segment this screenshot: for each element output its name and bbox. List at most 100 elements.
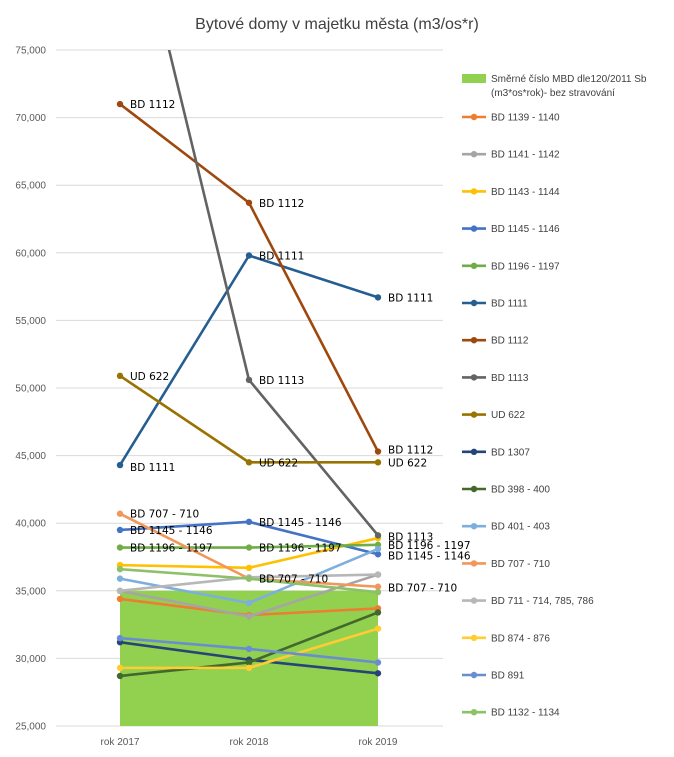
data-point <box>116 664 124 672</box>
legend-item: BD 1145 - 1146 <box>462 224 560 235</box>
legend-swatch-marker <box>470 151 478 158</box>
data-point <box>374 609 382 616</box>
data-point <box>116 100 124 108</box>
legend-swatch-marker <box>470 374 478 381</box>
data-point <box>245 459 253 466</box>
series-bd-1111 <box>116 252 382 469</box>
series-bd-1113 <box>167 50 382 539</box>
legend-item: BD 398 - 400 <box>462 485 550 496</box>
series-bd-1196-1197 <box>116 541 382 551</box>
data-label: UD 622 <box>259 457 298 469</box>
legend-label: BD 1307 <box>491 447 530 458</box>
y-tick-label: 40,000 <box>15 519 46 530</box>
data-point <box>116 461 124 469</box>
legend-item: BD 1307 <box>462 447 530 458</box>
legend-swatch-marker <box>470 709 478 716</box>
data-point <box>116 372 124 380</box>
data-point <box>374 670 382 677</box>
data-label: BD 1113 <box>259 375 304 387</box>
y-tick-label: 25,000 <box>15 722 46 733</box>
data-label: BD 1112 <box>388 445 433 457</box>
legend-swatch-marker <box>470 411 478 418</box>
legend-label: BD 1112 <box>491 336 529 347</box>
legend-swatch-marker <box>470 188 478 195</box>
y-axis: 25,000 30,000 35,000 40,000 45,000 50,000 55,0… <box>15 46 46 733</box>
data-point <box>245 645 253 653</box>
data-label: BD 1111 <box>259 251 304 263</box>
series-bd-874-876 <box>116 625 382 672</box>
data-point <box>245 659 253 666</box>
y-tick-label: 35,000 <box>15 586 46 597</box>
legend-item: BD 1143 - 1144 <box>462 187 560 198</box>
data-point <box>245 564 253 572</box>
data-label: UD 622 <box>388 457 427 469</box>
series-bd-1145-1146 <box>116 518 382 558</box>
legend-swatch-marker <box>470 225 478 232</box>
series-bd-398-400 <box>116 609 382 680</box>
data-point <box>116 595 124 603</box>
legend-swatch-marker <box>470 337 478 344</box>
legend-label: UD 622 <box>491 410 525 421</box>
data-label: BD 1145 - 1146 <box>388 550 471 562</box>
data-label: BD 1111 <box>388 292 433 304</box>
y-tick-label: 45,000 <box>15 451 46 462</box>
data-label: BD 1145 - 1146 <box>130 525 213 537</box>
legend-item: BD 1139 - 1140 <box>462 113 560 124</box>
legend-swatch-marker <box>470 671 478 679</box>
legend-item: BD 1112 <box>462 336 529 347</box>
data-point <box>374 545 382 553</box>
legend: Směrné číslo MBD dle120/2011 Sb (m3*os*ro… <box>462 74 647 719</box>
y-tick-label: 75,000 <box>15 46 46 57</box>
data-point <box>245 599 253 607</box>
data-point <box>374 551 382 558</box>
data-point <box>245 575 253 582</box>
legend-label: BD 1111 <box>491 299 528 310</box>
x-tick-label: rok 2017 <box>101 737 140 748</box>
legend-label: Směrné číslo MBD dle120/2011 Sb (m3*os*ro… <box>491 74 647 99</box>
data-label: BD 1112 <box>259 198 304 210</box>
legend-label: BD 1196 - 1197 <box>491 261 560 272</box>
data-point <box>374 588 382 596</box>
data-point <box>116 565 124 573</box>
legend-swatch-marker <box>470 485 478 493</box>
legend-label: BD 401 - 403 <box>491 522 550 533</box>
legend-item: BD 1111 <box>462 299 528 310</box>
data-point <box>245 252 253 259</box>
data-label: BD 1113 <box>388 531 433 543</box>
data-point <box>116 526 124 534</box>
y-tick-label: 50,000 <box>15 384 46 395</box>
legend-item: BD 1113 <box>462 373 529 384</box>
legend-label: BD 1141 - 1142 <box>491 150 560 161</box>
data-label: BD 1112 <box>130 99 175 111</box>
legend-swatch-marker <box>470 523 478 530</box>
data-point <box>374 448 382 455</box>
series-bd-891 <box>116 634 382 666</box>
legend-label-line: (m3*os*rok)- bez stravování <box>491 88 615 99</box>
legend-item: BD 1141 - 1142 <box>462 150 560 161</box>
data-label: BD 1196 - 1197 <box>259 543 342 555</box>
legend-item: BD 1196 - 1197 <box>462 261 560 272</box>
chart-title: Bytové domy v majetku města (m3/os*r) <box>195 16 479 33</box>
legend-label: BD 874 - 876 <box>491 633 550 644</box>
data-label: BD 1196 - 1197 <box>130 543 213 555</box>
series-bd-1112 <box>116 100 382 455</box>
data-point <box>374 459 382 466</box>
data-label: BD 707 - 710 <box>388 583 457 595</box>
legend-label: BD 1145 - 1146 <box>491 224 560 235</box>
data-point <box>245 613 253 620</box>
data-label: BD 1111 <box>130 462 175 474</box>
legend-item: BD 1132 - 1134 <box>462 708 560 719</box>
data-point <box>245 199 253 206</box>
data-label: BD 707 - 710 <box>130 509 199 521</box>
series-ud-622 <box>116 372 382 466</box>
data-point <box>374 571 382 578</box>
data-point <box>374 294 382 301</box>
legend-swatch-marker <box>470 448 478 455</box>
legend-swatch-marker <box>470 634 478 641</box>
legend-item-norm: Směrné číslo MBD dle120/2011 Sb (m3*os*ro… <box>462 74 647 99</box>
legend-swatch-marker <box>470 262 478 269</box>
data-point <box>245 376 253 384</box>
legend-item: BD 707 - 710 <box>462 559 550 570</box>
legend-label-line: Směrné číslo MBD dle120/2011 Sb <box>491 74 647 85</box>
legend-item: BD 891 <box>462 671 525 682</box>
